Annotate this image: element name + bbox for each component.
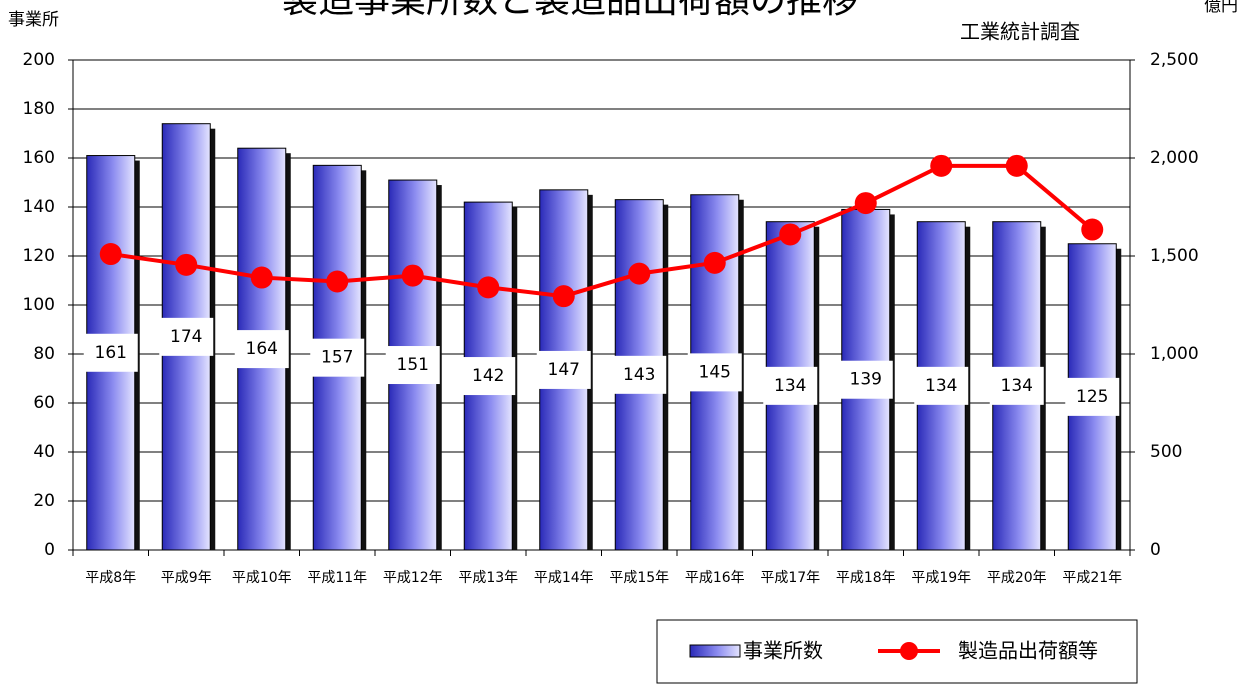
x-tick-label: 平成14年: [534, 570, 594, 586]
line-point: [854, 192, 877, 215]
line-point: [401, 264, 424, 287]
y-tick-label: 140: [23, 197, 55, 217]
x-tick-label: 平成18年: [836, 570, 896, 586]
y-axis-label: 事業所: [8, 10, 59, 30]
data-label-box: [763, 366, 818, 405]
y2-tick-label: 2,500: [1150, 50, 1199, 70]
data-label: 134: [774, 376, 806, 396]
x-tick-label: 平成13年: [458, 570, 518, 586]
line-point: [250, 266, 273, 289]
data-label-box: [159, 317, 214, 356]
data-label: 147: [548, 360, 580, 380]
data-label-box: [234, 330, 289, 369]
data-label: 142: [472, 366, 504, 386]
y-tick-label: 160: [23, 148, 55, 168]
data-label-box: [461, 357, 516, 396]
data-label-box: [536, 350, 591, 389]
line-point: [552, 285, 575, 308]
data-label: 145: [699, 362, 731, 382]
line-point: [326, 270, 349, 293]
chart-title: 製造事業所数と製造品出荷額の推移: [282, 0, 858, 21]
data-label-box: [914, 366, 969, 405]
data-label: 143: [623, 365, 655, 385]
legend-label: 製造品出荷額等: [958, 639, 1098, 663]
x-tick-label: 平成20年: [987, 570, 1047, 586]
y-tick-label: 80: [33, 344, 55, 364]
data-label: 151: [397, 355, 429, 375]
data-label: 134: [1001, 376, 1033, 396]
data-label: 161: [95, 343, 127, 363]
data-label-box: [1065, 377, 1120, 416]
data-label: 174: [170, 327, 202, 347]
y-tick-label: 40: [33, 442, 55, 462]
x-tick-label: 平成11年: [307, 570, 367, 586]
line-point: [1081, 218, 1104, 241]
data-label: 139: [850, 370, 882, 390]
y-tick-label: 20: [33, 491, 55, 511]
y-tick-label: 120: [23, 246, 55, 266]
legend-swatch: [689, 644, 741, 658]
y2-tick-label: 1,000: [1150, 344, 1199, 364]
data-label-box: [838, 360, 893, 399]
line-point: [1005, 154, 1028, 177]
data-label-box: [989, 366, 1044, 405]
y-tick-label: 180: [23, 99, 55, 119]
x-tick-label: 平成12年: [383, 570, 443, 586]
line-point: [930, 154, 953, 177]
y2-tick-label: 1,500: [1150, 246, 1199, 266]
legend-label: 事業所数: [743, 639, 823, 663]
line-point: [175, 253, 198, 276]
x-tick-label: 平成17年: [760, 570, 820, 586]
x-tick-label: 平成21年: [1062, 570, 1122, 586]
x-tick-label: 平成16年: [685, 570, 745, 586]
y2-tick-label: 2,000: [1150, 148, 1199, 168]
data-label: 134: [925, 376, 957, 396]
legend-swatch-point: [900, 642, 918, 660]
y-tick-label: 60: [33, 393, 55, 413]
data-label: 164: [246, 339, 278, 359]
data-label: 157: [321, 348, 353, 368]
data-label: 125: [1076, 387, 1108, 407]
y-tick-label: 0: [44, 540, 55, 560]
line-point: [477, 276, 500, 299]
x-tick-label: 平成8年: [85, 570, 136, 586]
y2-tick-label: 500: [1150, 442, 1182, 462]
x-tick-label: 平成19年: [911, 570, 971, 586]
data-label-box: [83, 333, 138, 372]
line-point: [779, 223, 802, 246]
line-point: [628, 262, 651, 285]
line-point: [703, 251, 726, 274]
line: [110, 163, 1094, 299]
y-tick-label: 100: [23, 295, 55, 315]
y-tick-label: 200: [23, 50, 55, 70]
data-label-box: [310, 338, 365, 377]
x-tick-label: 平成9年: [161, 570, 212, 586]
data-label-box: [687, 353, 742, 392]
y2-tick-label: 0: [1150, 540, 1161, 560]
line-point: [99, 243, 122, 266]
x-tick-label: 平成15年: [609, 570, 669, 586]
data-label-box: [385, 346, 440, 385]
chart-subtitle: 工業統計調査: [960, 20, 1080, 44]
data-label-box: [612, 355, 667, 394]
x-tick-label: 平成10年: [232, 570, 292, 586]
y2-axis-label: 億円: [1204, 0, 1238, 16]
